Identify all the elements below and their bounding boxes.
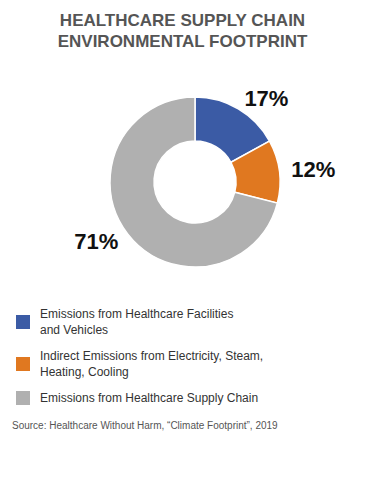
svg-text:12%: 12% bbox=[291, 157, 335, 182]
html-text:Source: Healthcare Without Har: Source: Healthcare Without Harm, “Climat… bbox=[12, 420, 278, 431]
html-text:ENVIRONMENTAL FOOTPRINT: ENVIRONMENTAL FOOTPRINT bbox=[57, 32, 308, 51]
html-text:Emissions from Healthcare Supp: Emissions from Healthcare Supply Chain bbox=[40, 391, 259, 405]
html-text:Heating, Cooling: Heating, Cooling bbox=[40, 365, 129, 379]
html-text:and Vehicles: and Vehicles bbox=[40, 323, 109, 337]
html-text:Indirect Emissions from Electr: Indirect Emissions from Electricity, Ste… bbox=[40, 349, 264, 363]
svg-text:71%: 71% bbox=[74, 229, 118, 254]
svg-text:17%: 17% bbox=[244, 86, 288, 111]
html-text:Emissions from Healthcare Faci: Emissions from Healthcare Facilities bbox=[40, 307, 234, 321]
html-text:HEALTHCARE SUPPLY CHAIN: HEALTHCARE SUPPLY CHAIN bbox=[59, 11, 306, 30]
